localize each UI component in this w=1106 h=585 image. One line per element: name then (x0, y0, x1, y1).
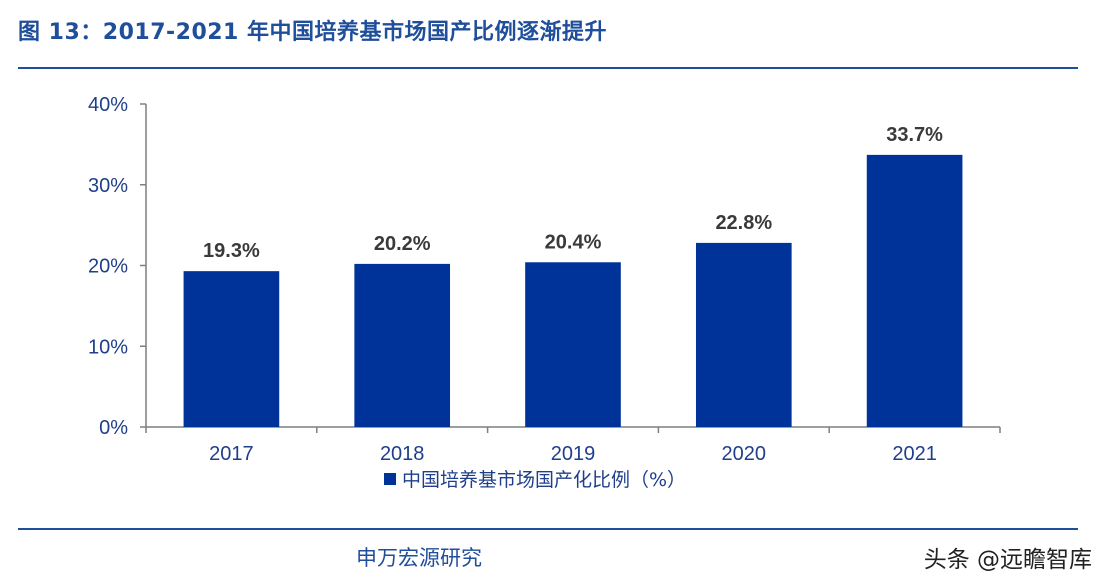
x-tick-label: 2020 (722, 443, 767, 465)
bar (866, 154, 963, 427)
y-tick-label: 20% (88, 256, 128, 278)
bar (183, 271, 280, 427)
x-tick-label: 2021 (892, 443, 937, 465)
bar (525, 262, 621, 427)
bar-chart: 0% 10% 20% 30% 40% 19.3% 2017 20.2% 2018 20.4% 201… (88, 94, 1001, 491)
data-label: 19.3% (203, 240, 260, 262)
legend-swatch (384, 473, 396, 485)
y-tick-label: 30% (88, 175, 128, 197)
y-tick-label: 10% (88, 336, 128, 358)
data-label: 20.2% (374, 233, 431, 255)
x-tick-label: 2017 (209, 443, 254, 465)
data-label: 33.7% (886, 124, 943, 146)
x-tick-label: 2019 (551, 443, 596, 465)
y-tick-label: 0% (99, 417, 128, 439)
bottom-divider (18, 528, 1078, 530)
data-label: 22.8% (715, 212, 772, 234)
legend-label: 中国培养基市场国产化比例（%） (402, 469, 686, 491)
x-tick-label: 2018 (380, 443, 425, 465)
bar (695, 242, 792, 427)
bar (354, 263, 451, 427)
chart-title: 图 13：2017-2021 年中国培养基市场国产比例逐渐提升 (18, 20, 608, 45)
data-label: 20.4% (545, 231, 602, 253)
watermark-text: 头条 @远瞻智库 (923, 547, 1092, 573)
source-text: 申万宏源研究 (356, 546, 482, 570)
top-divider (18, 67, 1078, 69)
y-tick-label: 40% (88, 94, 128, 116)
